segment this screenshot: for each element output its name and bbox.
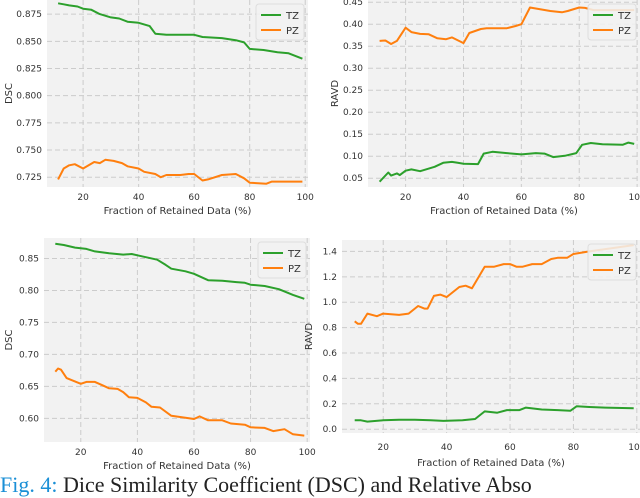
caption-text: Dice Similarity Coefficient (DSC) and Re… [62, 472, 532, 497]
y-tick-label: 0.875 [16, 10, 42, 20]
x-tick-label: 80 [244, 193, 256, 203]
legend-label-tz: TZ [617, 11, 631, 22]
y-tick-label: 0.6 [323, 349, 338, 359]
y-tick-label: 0.70 [19, 350, 39, 360]
y-tick-label: 0.775 [16, 119, 42, 129]
y-tick-label: 0.0 [323, 425, 338, 435]
subplot-3: 20 40 60 80 100 0.60 0.65 0.70 0.75 0.80 0.85 Fract… [4, 238, 316, 472]
y-tick-label: 0.850 [16, 37, 42, 47]
legend: TZ PZ [257, 241, 307, 279]
x-tick-label: 60 [516, 193, 528, 203]
series-line-tz [57, 2, 303, 60]
y-tick-label: 1.0 [323, 298, 338, 308]
x-tick-label: 40 [441, 443, 453, 453]
y-axis-label: DSC [4, 329, 15, 350]
x-axis-label: Fraction of Retained Data (%) [430, 206, 578, 217]
legend-label-pz: PZ [288, 264, 301, 275]
series-line-tz [354, 405, 634, 423]
y-tick-label: 0.30 [343, 64, 363, 74]
y-tick-label: 0.65 [19, 382, 39, 392]
series-line-tz [378, 141, 635, 183]
y-tick-label: 0.15 [343, 130, 363, 140]
x-tick-label: 100 [628, 443, 640, 453]
subplot-2: 20 40 60 80 100 0.05 0.10 0.15 0.20 0.25 0.30 0.35 0… [330, 0, 640, 217]
x-tick-label: 100 [299, 448, 316, 458]
x-tick-label: 60 [188, 193, 200, 203]
figure-caption: Fig. 4: Dice Similarity Coefficient (DSC… [0, 472, 532, 498]
y-tick-label: 0.05 [343, 174, 363, 184]
legend: TZ PZ [255, 3, 305, 41]
subplot-4: 20 40 60 80 100 0.0 0.2 0.4 0.6 0.8 1.0 1.2 1.4 Fract… [304, 240, 640, 469]
legend-label-tz: TZ [617, 251, 631, 262]
series-line-pz [379, 6, 635, 45]
x-tick-label: 80 [574, 193, 586, 203]
y-tick-label: 0.60 [19, 414, 39, 424]
series-line-tz [55, 242, 305, 300]
y-tick-label: 0.825 [16, 64, 42, 74]
y-tick-label: 0.10 [343, 152, 363, 162]
y-tick-label: 0.85 [19, 254, 39, 264]
x-tick-label: 80 [245, 448, 257, 458]
series-line-pz [354, 244, 634, 325]
x-tick-label: 20 [75, 448, 87, 458]
x-tick-label: 20 [377, 443, 389, 453]
legend-label-pz: PZ [618, 266, 631, 277]
y-tick-label: 0.35 [343, 42, 363, 52]
series-line-pz [57, 158, 303, 185]
legend: TZ PZ [587, 243, 637, 281]
figure-panels: 20 40 60 80 100 0.725 0.750 0.775 0.800 0.825 0.85… [4, 0, 640, 472]
y-tick-label: 1.2 [323, 273, 337, 283]
x-tick-label: 100 [297, 193, 314, 203]
x-tick-label: 40 [132, 448, 144, 458]
y-tick-label: 1.4 [323, 247, 338, 257]
x-axis-label: Fraction of Retained Data (%) [103, 461, 251, 472]
y-tick-label: 0.75 [19, 318, 39, 328]
x-tick-label: 100 [629, 193, 640, 203]
legend-label-pz: PZ [618, 26, 631, 37]
x-tick-label: 80 [568, 443, 580, 453]
x-tick-label: 40 [133, 193, 145, 203]
x-axis-label: Fraction of Retained Data (%) [417, 458, 565, 469]
legend-label-tz: TZ [287, 249, 301, 260]
legend-label-tz: TZ [285, 11, 299, 22]
y-axis-label: RAVD [330, 80, 341, 108]
y-tick-label: 0.750 [16, 146, 42, 156]
y-tick-label: 0.40 [343, 20, 363, 30]
legend: TZ PZ [587, 3, 637, 41]
y-tick-label: 0.8 [323, 324, 338, 334]
y-tick-label: 0.4 [323, 374, 338, 384]
x-tick-label: 60 [504, 443, 516, 453]
x-axis-label: Fraction of Retained Data (%) [104, 206, 252, 217]
y-axis-label: DSC [4, 83, 15, 104]
series-line-pz [54, 367, 305, 437]
y-tick-label: 0.80 [19, 286, 39, 296]
y-tick-label: 0.800 [16, 92, 42, 102]
y-tick-label: 0.45 [343, 0, 363, 8]
y-tick-label: 0.725 [16, 173, 42, 183]
legend-label-pz: PZ [286, 26, 299, 37]
x-tick-label: 20 [77, 193, 89, 203]
y-tick-label: 0.20 [343, 108, 363, 118]
figure-label[interactable]: Fig. 4: [0, 472, 58, 497]
x-tick-label: 40 [458, 193, 470, 203]
y-tick-label: 0.25 [343, 86, 363, 96]
y-tick-label: 0.2 [323, 400, 337, 410]
y-axis-label: RAVD [304, 323, 315, 351]
x-tick-label: 60 [188, 448, 200, 458]
x-tick-label: 20 [400, 193, 412, 203]
subplot-1: 20 40 60 80 100 0.725 0.750 0.775 0.800 0.825 0.85… [4, 0, 314, 217]
